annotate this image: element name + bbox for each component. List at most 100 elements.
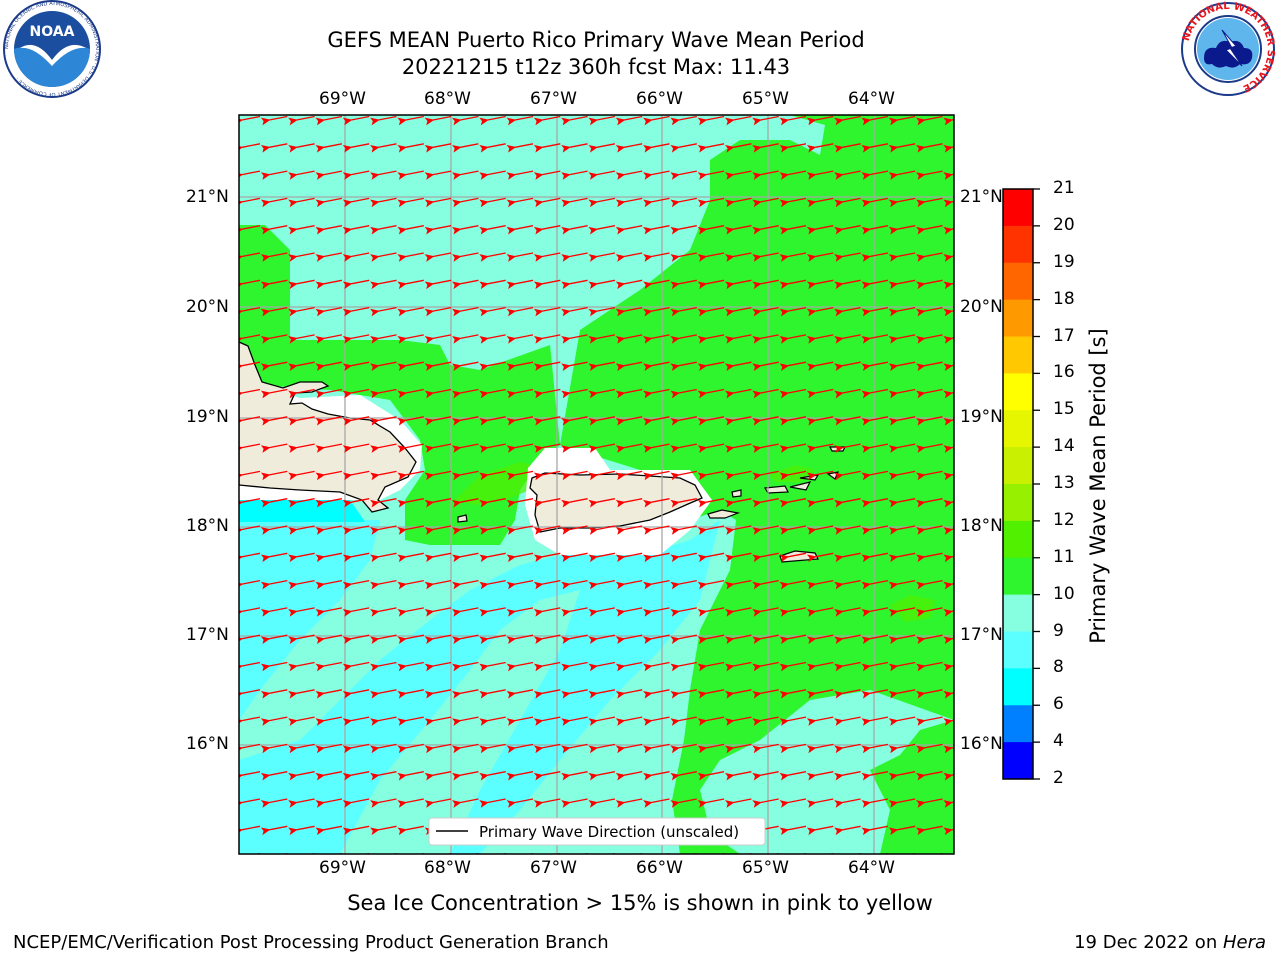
wave-arrow <box>370 388 397 399</box>
colorbar-segment <box>1003 631 1033 669</box>
wave-arrow <box>533 552 561 563</box>
wave-arrow <box>588 498 616 508</box>
wave-arrow <box>424 170 452 180</box>
wave-arrow <box>506 197 534 208</box>
wave-arrow <box>670 771 697 781</box>
lat-label-right-19n: 19°N <box>960 407 1003 427</box>
wave-arrow <box>724 197 752 208</box>
wave-arrow <box>643 334 670 344</box>
wave-arrow <box>288 252 315 262</box>
wave-arrow <box>588 470 616 481</box>
wave-arrow <box>479 334 506 344</box>
wave-arrow <box>260 689 288 699</box>
colorbar-segment <box>1003 336 1033 374</box>
wave-arrow <box>588 634 616 645</box>
wave-arrow <box>260 525 288 535</box>
wave-arrow <box>260 143 288 153</box>
wave-arrow <box>888 634 916 645</box>
wave-arrow <box>424 716 452 726</box>
wave-arrow <box>397 661 424 672</box>
wave-arrow <box>779 470 807 481</box>
wave-arrow <box>916 689 943 699</box>
wave-arrow <box>779 252 807 262</box>
wave-arrow <box>424 552 452 563</box>
wave-arrow <box>752 197 779 208</box>
wave-arrow <box>506 279 534 290</box>
wave-arrow <box>451 416 479 426</box>
wave-arrow <box>779 552 807 563</box>
wave-arrow <box>806 252 834 262</box>
wave-arrow <box>342 825 370 836</box>
wave-arrow <box>916 143 943 153</box>
wave-arrow <box>615 443 643 453</box>
wave-arrow <box>288 525 315 535</box>
wave-arrow <box>670 634 697 645</box>
wave-arrow <box>724 634 752 645</box>
wave-arrow <box>451 143 479 153</box>
wave-arrow <box>239 825 261 836</box>
wave-arrow <box>888 743 916 754</box>
wave-arrow <box>370 225 397 235</box>
wave-arrow <box>697 552 725 563</box>
wave-arrow <box>697 115 725 126</box>
wave-arrow <box>479 143 506 153</box>
colorbar-tick-label: 21 <box>1053 178 1075 198</box>
wave-arrow <box>697 579 725 590</box>
wave-arrow <box>479 743 506 754</box>
wave-arrow <box>615 716 643 726</box>
wave-arrow <box>561 634 588 645</box>
wave-arrow <box>806 279 834 290</box>
wave-arrow <box>561 661 588 672</box>
wave-arrow <box>260 634 288 645</box>
wave-arrow <box>643 525 670 535</box>
wave-arrow <box>315 771 343 781</box>
wave-arrow <box>239 607 261 617</box>
lon-label-top-69w: 69°W <box>319 89 366 109</box>
wave-arrow <box>670 525 697 535</box>
wave-arrow <box>643 443 670 453</box>
wave-arrow <box>779 197 807 208</box>
colorbar-segment <box>1003 225 1033 264</box>
wave-arrow <box>239 634 261 645</box>
period-field-10-11 <box>239 115 954 854</box>
wave-arrow <box>239 197 261 208</box>
wave-arrow <box>888 525 916 535</box>
wave-arrow <box>342 579 370 590</box>
wave-arrow <box>806 225 834 235</box>
wave-arrow <box>506 743 534 754</box>
colorbar-tick-label: 20 <box>1053 214 1075 235</box>
wave-arrow <box>779 334 807 344</box>
wave-arrow <box>916 416 943 426</box>
wave-arrow <box>724 170 752 180</box>
wave-arrow <box>861 143 889 153</box>
wave-arrow <box>861 252 889 262</box>
wave-arrow <box>834 525 861 535</box>
wave-arrow <box>397 771 424 781</box>
wave-arrow <box>916 634 943 645</box>
wave-arrow <box>697 225 725 235</box>
wave-arrow <box>779 634 807 645</box>
wave-arrow <box>533 634 561 645</box>
wave-arrow <box>916 443 943 453</box>
wave-arrow <box>643 743 670 754</box>
wave-arrow <box>588 552 616 563</box>
wave-arrow <box>479 115 506 126</box>
wave-arrow <box>752 743 779 754</box>
wave-arrow <box>916 470 943 481</box>
wave-arrow <box>260 279 288 290</box>
wave-arrow <box>916 498 943 508</box>
wave-arrow <box>315 252 343 262</box>
wave-arrow <box>806 470 834 481</box>
wave-arrow <box>370 525 397 535</box>
wave-arrow <box>724 443 752 453</box>
wave-arrow <box>670 225 697 235</box>
wave-arrow <box>806 689 834 699</box>
wave-arrow <box>697 607 725 617</box>
wave-arrow <box>561 416 588 426</box>
wave-arrow <box>861 716 889 726</box>
wave-arrow <box>451 197 479 208</box>
wave-arrow <box>697 334 725 344</box>
wave-arrow <box>561 143 588 153</box>
wave-arrow <box>834 552 861 563</box>
wave-arrow <box>288 143 315 153</box>
